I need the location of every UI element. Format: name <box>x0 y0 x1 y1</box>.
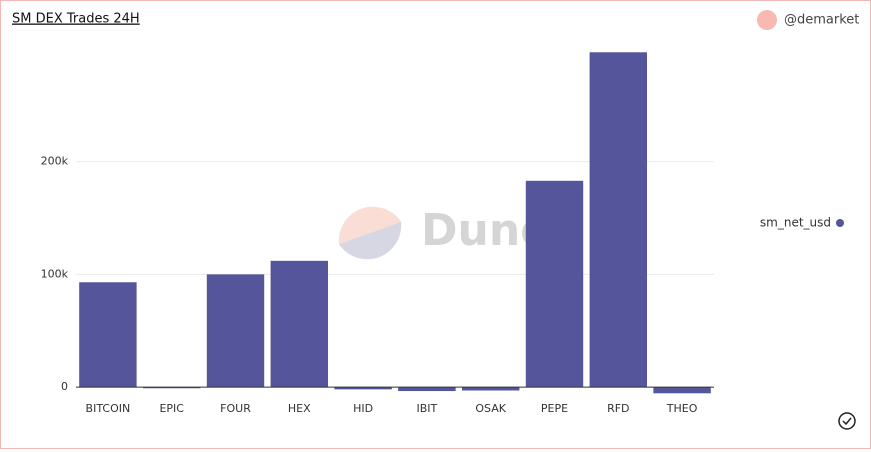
bar <box>525 180 584 388</box>
y-tick-label: 0 <box>61 380 68 393</box>
bar <box>398 387 456 392</box>
y-tick-label: 200k <box>41 155 69 168</box>
x-tick-label: FOUR <box>220 402 251 415</box>
bar <box>206 274 265 388</box>
x-tick-label: HEX <box>288 402 311 415</box>
bar <box>142 387 201 389</box>
bar <box>79 282 137 388</box>
legend-marker <box>836 219 844 227</box>
watermark: Dune <box>338 205 550 260</box>
x-tick-label: OSAK <box>475 402 506 415</box>
x-tick-label: IBIT <box>417 402 438 415</box>
bar <box>589 52 648 388</box>
chart-title[interactable]: SM DEX Trades 24H <box>12 12 140 27</box>
x-tick-label: EPIC <box>159 402 184 415</box>
author-avatar <box>757 10 777 30</box>
watermark-logo-top <box>338 206 402 245</box>
bar <box>653 387 711 394</box>
legend-label: sm_net_usd <box>760 216 831 230</box>
x-tick-label: PEPE <box>541 402 568 415</box>
x-tick-label: THEO <box>666 402 698 415</box>
x-tick-label: HID <box>353 402 373 415</box>
bar <box>334 387 392 390</box>
y-tick-label: 100k <box>41 267 69 280</box>
bar <box>461 387 520 391</box>
x-tick-label: BITCOIN <box>86 402 131 415</box>
author[interactable]: @demarket <box>784 13 859 28</box>
status-icon[interactable] <box>838 412 856 430</box>
watermark-logo-bottom <box>338 221 402 260</box>
x-tick-label: RFD <box>607 402 629 415</box>
bar <box>270 260 329 388</box>
